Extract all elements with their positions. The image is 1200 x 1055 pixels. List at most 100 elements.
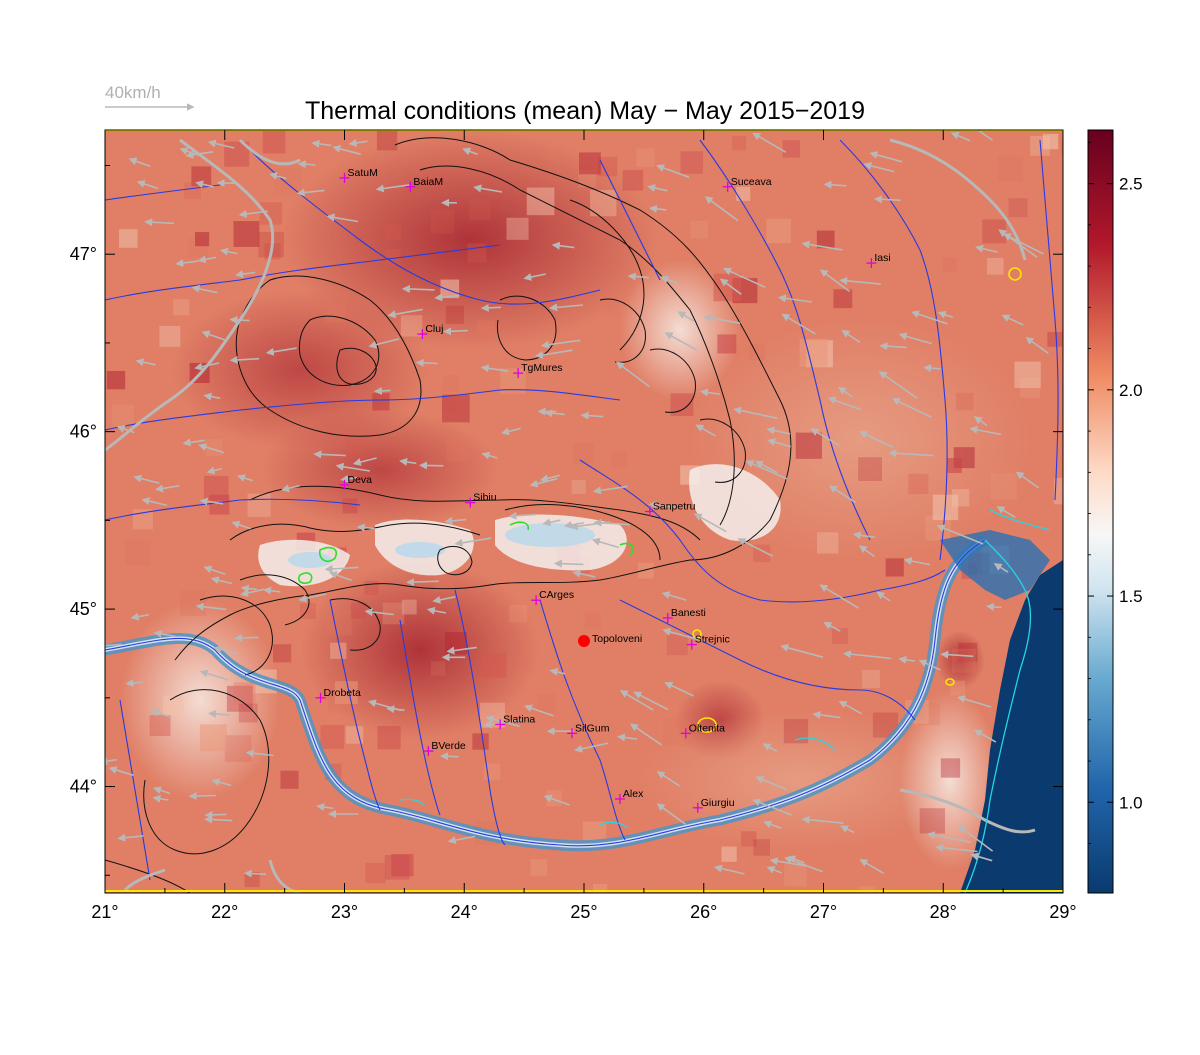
heat-tile [998,156,1024,182]
heat-tile [908,474,928,494]
x-tick-label: 23° [331,902,358,922]
heat-tile [385,855,410,880]
heat-tile [248,494,271,517]
heat-tile [721,847,736,862]
city-label: Cluj [425,323,443,335]
heat-tile [859,886,875,902]
x-tick-label: 22° [211,902,238,922]
city-label: Slatina [503,713,535,725]
x-tick-label: 27° [810,902,837,922]
city-label: SilGum [575,722,610,734]
wind-arrow [442,756,459,757]
heat-tile [537,694,556,713]
colorbar-tick-label: 2.5 [1119,175,1143,194]
colorbar-tick-label: 1.5 [1119,587,1143,606]
wind-arrow [376,390,391,391]
heat-tile [862,670,880,688]
heat-tile [325,302,345,322]
heat-tile [800,339,828,367]
heat-tile [233,682,255,704]
wind-scale-label: 40km/h [105,83,161,102]
heat-tile [667,634,688,655]
heat-tile [447,438,470,461]
heat-tile [623,170,643,190]
city-label: Iasi [874,252,890,264]
map-area: SatuMBaiaMSuceavaIasiClujTgMuresDevaSibi… [97,118,1080,902]
heat-tile [1009,198,1028,217]
y-tick-label: 44° [70,777,97,797]
heat-tile [531,859,548,876]
city-label: Sibiu [473,492,497,504]
heat-tile [443,375,459,391]
heat-tile [636,148,655,167]
heat-tile [783,140,800,157]
heat-tile [753,839,770,856]
highlight-label: Topoloveni [592,633,642,645]
city-label: Deva [348,474,373,486]
heat-tile [351,603,367,619]
colorbar-gradient [1088,130,1113,893]
heat-tile [573,443,594,464]
heat-tile [681,151,704,174]
heat-tile [605,301,620,316]
heat-tile [401,315,422,336]
heat-tile [386,224,402,240]
heat-tile [638,563,654,579]
wind-arrow [445,331,468,332]
heat-tile [663,718,691,746]
heat-tile [377,130,397,150]
x-tick-label: 25° [570,902,597,922]
highlight-dot [578,635,590,647]
heat-tile [991,473,1017,499]
city-label: Oltenita [689,722,725,734]
heat-tile [467,243,486,262]
city-label: SatuM [348,167,378,179]
heat-tile [246,381,262,397]
wind-arrow [245,873,266,874]
x-tick-label: 28° [930,902,957,922]
city-label: Alex [623,788,644,800]
y-tick-label: 47° [70,244,97,264]
heat-tile [527,188,555,216]
wind-arrow [206,814,226,815]
x-tick-label: 26° [690,902,717,922]
heat-tile [320,725,344,749]
heat-tile [112,405,134,427]
heat-tile [263,131,286,154]
y-tick-label: 45° [70,599,97,619]
wind-arrow [236,637,259,638]
wind-arrow [408,581,439,582]
heat-tile [372,393,389,410]
heat-tile [325,609,351,635]
heat-tile [784,864,807,887]
colorbar-tick-label: 2.0 [1119,381,1143,400]
heat-tile [690,221,708,239]
heat-tile [469,199,490,220]
heat-tile [150,715,171,736]
heat-tile [225,735,252,762]
heat-tile [767,219,791,243]
heat-tile [736,187,750,201]
city-label: Sanpetru [653,501,696,513]
heat-tile [732,136,746,150]
heat-tile [125,540,151,566]
city-label: Suceava [731,176,772,188]
heat-tile [163,696,183,716]
heat-tile [330,643,346,659]
heat-tile [717,334,736,353]
heat-tile [509,605,527,623]
colorbar-tick-label: 1.0 [1119,793,1143,812]
city-label: Strejnic [695,634,730,646]
heat-tile [280,771,298,789]
heat-tile [920,808,945,833]
wind-arrow [190,796,216,797]
wind-arrow [421,465,444,466]
heat-tile [482,653,506,677]
heat-tile [472,733,488,749]
heat-tile [858,457,882,481]
heat-tile [365,863,385,883]
heat-tile [950,681,965,696]
chart-title: Thermal conditions (mean) May − May 2015… [305,97,865,125]
wind-scale: 40km/h [105,83,193,107]
